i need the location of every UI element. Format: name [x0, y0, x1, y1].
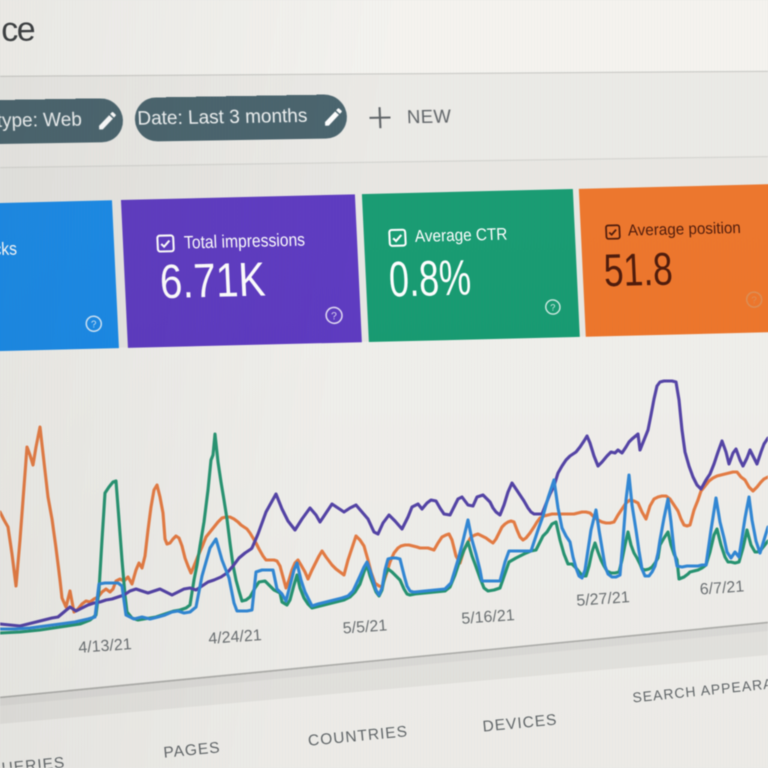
svg-text:PAGES: PAGES [163, 739, 222, 761]
svg-text:5/27/21: 5/27/21 [576, 589, 631, 610]
svg-text:?: ? [751, 295, 758, 306]
svg-text:6/7/21: 6/7/21 [699, 578, 745, 598]
svg-text:4/13/21: 4/13/21 [78, 636, 133, 657]
svg-text:?: ? [331, 311, 338, 322]
svg-text:?: ? [550, 302, 556, 312]
svg-text:4/24/21: 4/24/21 [208, 627, 263, 648]
svg-text:?: ? [91, 319, 98, 330]
svg-text:5/5/21: 5/5/21 [342, 617, 388, 637]
svg-text:5/16/21: 5/16/21 [461, 607, 516, 628]
